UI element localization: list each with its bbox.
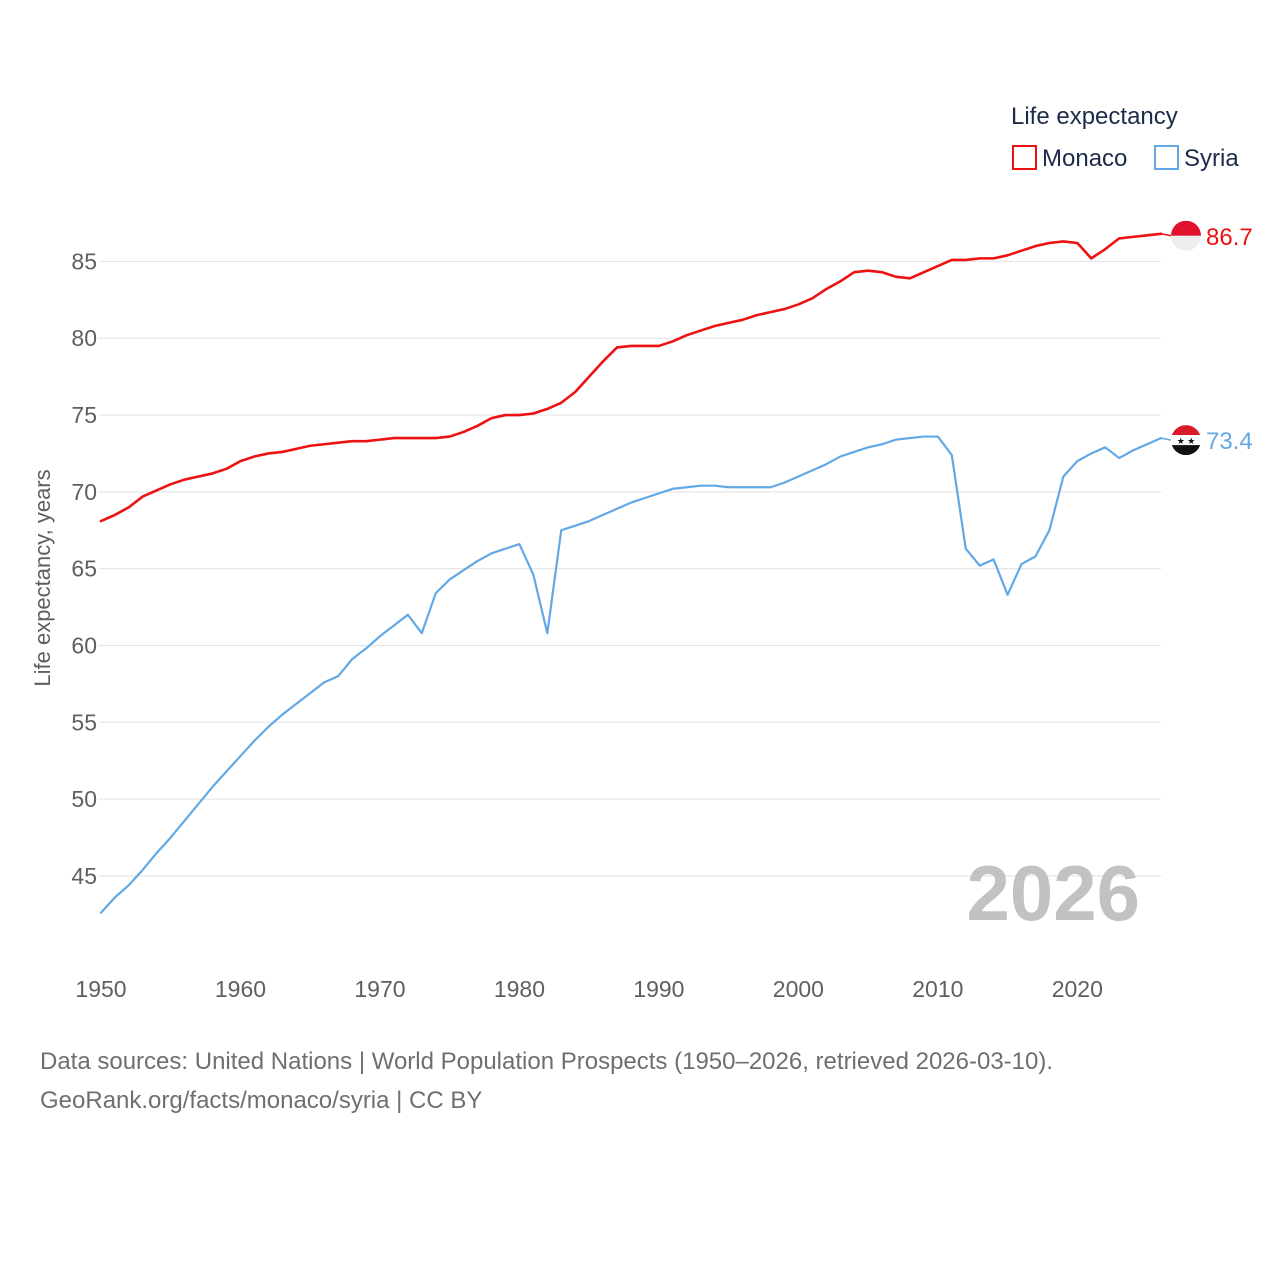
source-line-2: GeoRank.org/facts/monaco/syria | CC BY — [40, 1087, 483, 1114]
x-tick-label: 2020 — [1052, 976, 1103, 1002]
x-tick-label: 1960 — [215, 976, 266, 1002]
x-tick-label: 2010 — [912, 976, 963, 1002]
source-note: Data sources: United Nations | World Pop… — [40, 1042, 1053, 1120]
y-tick-label: 60 — [71, 632, 97, 658]
y-tick-label: 85 — [71, 248, 97, 274]
y-tick-label: 75 — [71, 402, 97, 428]
syria-flag-icon: ★ ★ — [1171, 425, 1201, 456]
year-label: 2026 — [966, 849, 1140, 937]
legend-label-monaco[interactable]: Monaco — [1042, 145, 1127, 172]
y-tick-label: 45 — [71, 863, 97, 889]
y-axis-label: Life expectancy, years — [30, 469, 55, 686]
end-value-label-syria: 73.4 — [1206, 428, 1253, 455]
x-axis-ticks: 1950 1960 1970 1980 1990 2000 2010 2020 — [75, 976, 1102, 1002]
end-connector-syria — [1160, 437, 1172, 441]
svg-text:★ ★: ★ ★ — [1177, 436, 1196, 446]
x-tick-label: 1950 — [75, 976, 126, 1002]
series-line-syria — [99, 435, 1163, 914]
x-tick-label: 1970 — [354, 976, 405, 1002]
end-connector-monaco — [1160, 233, 1172, 237]
series-end-markers: 86.7 ★ ★ 73.4 — [1160, 220, 1253, 456]
x-tick-label: 1990 — [633, 976, 684, 1002]
legend-title: Life expectancy — [1011, 103, 1178, 130]
x-tick-label: 2000 — [773, 976, 824, 1002]
x-tick-label: 1980 — [494, 976, 545, 1002]
y-tick-label: 50 — [71, 786, 97, 812]
monaco-flag-icon — [1171, 220, 1201, 251]
legend: Monaco Syria — [1012, 145, 1239, 172]
series-line-monaco — [99, 232, 1163, 523]
legend-swatch-monaco[interactable] — [1012, 145, 1037, 170]
y-tick-label: 70 — [71, 479, 97, 505]
y-tick-label: 80 — [71, 325, 97, 351]
legend-swatch-syria[interactable] — [1154, 145, 1179, 170]
y-tick-label: 65 — [71, 556, 97, 582]
source-line-1: Data sources: United Nations | World Pop… — [40, 1048, 1054, 1075]
y-tick-label: 55 — [71, 709, 97, 735]
legend-label-syria[interactable]: Syria — [1184, 145, 1239, 172]
gridlines — [99, 260, 1161, 877]
y-axis-ticks: 45 50 55 60 65 70 75 80 85 — [71, 248, 97, 888]
series-lines — [99, 232, 1163, 914]
end-value-label-monaco: 86.7 — [1206, 224, 1253, 251]
